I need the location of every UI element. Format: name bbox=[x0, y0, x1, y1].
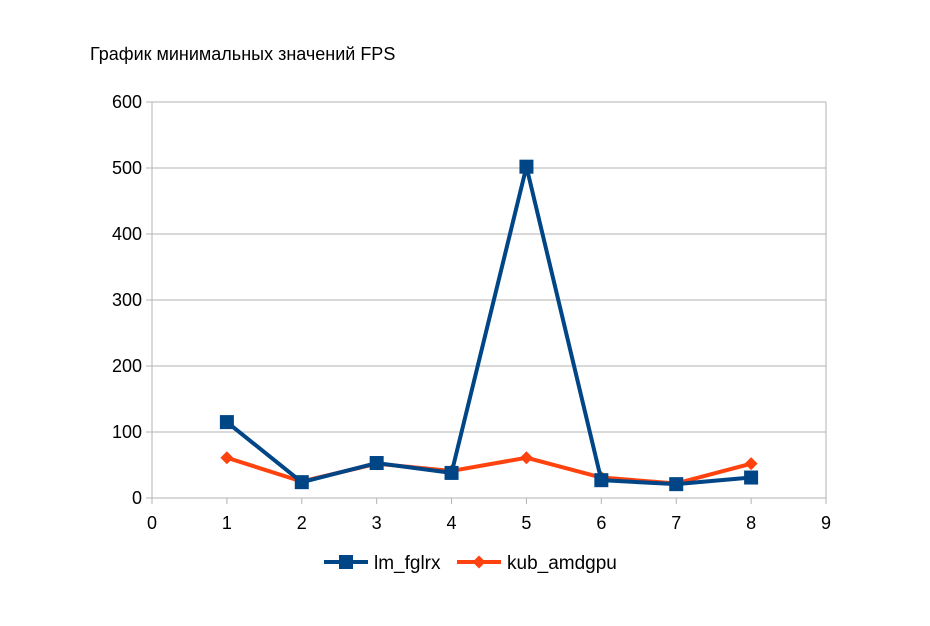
y-tick-label: 500 bbox=[112, 158, 142, 178]
series-line bbox=[224, 164, 754, 487]
data-point bbox=[220, 451, 234, 465]
data-point bbox=[294, 475, 309, 490]
data-point bbox=[444, 465, 459, 480]
y-tick-label: 0 bbox=[132, 488, 142, 508]
data-point bbox=[669, 477, 684, 492]
legend-item: kub_amdgpu bbox=[457, 553, 617, 574]
data-point bbox=[744, 470, 759, 485]
series-lm_fglrx bbox=[219, 159, 759, 492]
x-tick-label: 1 bbox=[222, 513, 232, 533]
y-axis-ticks: 0 100 200 300 400 500 600 bbox=[112, 92, 152, 508]
legend-item: lm_fglrx bbox=[324, 553, 441, 574]
data-point bbox=[219, 415, 234, 430]
data-point bbox=[744, 457, 758, 471]
data-point bbox=[519, 159, 534, 174]
data-point bbox=[594, 473, 609, 488]
x-tick-label: 3 bbox=[372, 513, 382, 533]
legend-label: lm_fglrx bbox=[374, 553, 441, 574]
y-tick-label: 200 bbox=[112, 356, 142, 376]
y-tick-label: 600 bbox=[112, 92, 142, 112]
legend-marker bbox=[339, 555, 353, 569]
x-tick-label: 5 bbox=[521, 513, 531, 533]
x-tick-label: 2 bbox=[297, 513, 307, 533]
x-tick-label: 0 bbox=[147, 513, 157, 533]
y-tick-label: 400 bbox=[112, 224, 142, 244]
x-tick-label: 9 bbox=[821, 513, 831, 533]
x-axis-ticks: 0 1 2 3 4 5 6 7 8 9 bbox=[147, 498, 831, 533]
x-tick-label: 6 bbox=[596, 513, 606, 533]
x-tick-label: 7 bbox=[671, 513, 681, 533]
series-group bbox=[219, 159, 759, 492]
grid-lines bbox=[152, 101, 826, 433]
y-tick-label: 100 bbox=[112, 422, 142, 442]
y-tick-label: 300 bbox=[112, 290, 142, 310]
chart-title: График минимальных значений FPS bbox=[90, 44, 395, 64]
x-tick-label: 8 bbox=[746, 513, 756, 533]
data-point bbox=[369, 456, 384, 471]
legend-label: kub_amdgpu bbox=[507, 553, 617, 574]
x-tick-label: 4 bbox=[447, 513, 457, 533]
legend: lm_fglrx kub_amdgpu bbox=[324, 553, 617, 574]
data-point bbox=[519, 451, 533, 465]
legend-marker bbox=[472, 555, 486, 569]
